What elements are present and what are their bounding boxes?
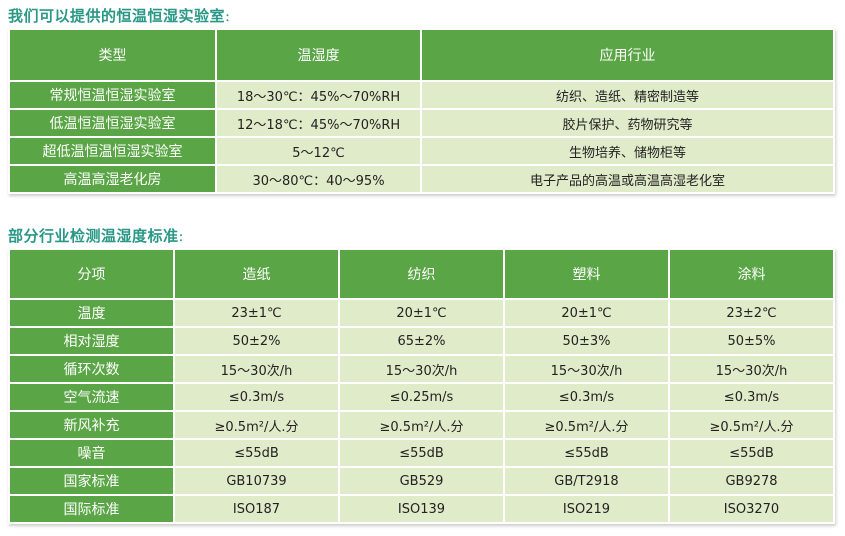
column-header: 分项 — [8, 248, 175, 300]
table-row: 空气流速 ≤0.3m/s ≤0.25m/s ≤0.3m/s ≤0.3m/s — [8, 382, 835, 412]
table-cell: GB/T2918 — [503, 466, 670, 496]
table-cell: 15～30次/h — [338, 354, 505, 384]
title-colon: ： — [225, 13, 236, 24]
table-cell: 15～30次/h — [668, 354, 835, 384]
table-cell: ≤0.3m/s — [173, 382, 340, 412]
table-cell: ≥0.5m²/人.分 — [173, 410, 340, 440]
table-row: 温度 23±1℃ 20±1℃ 20±1℃ 23±2℃ — [8, 298, 835, 328]
table-cell: 20±1℃ — [503, 298, 670, 328]
table-cell: ≤0.3m/s — [668, 382, 835, 412]
table-cell: ≤55dB — [503, 438, 670, 468]
row-label: 高温高湿老化房 — [8, 164, 217, 194]
table-cell: 18～30℃：45%～70%RH — [215, 80, 422, 110]
table-cell: GB9278 — [668, 466, 835, 496]
column-header: 纺织 — [338, 248, 505, 300]
table-cell: 生物培养、储物柜等 — [420, 136, 835, 166]
table-cell: GB529 — [338, 466, 505, 496]
table-row: 超低温恒温恒湿实验室 5～12℃ 生物培养、储物柜等 — [8, 136, 835, 166]
title-colon: ： — [178, 233, 190, 244]
table-row: 常规恒温恒湿实验室 18～30℃：45%～70%RH 纺织、造纸、精密制造等 — [8, 80, 835, 110]
table-cell: ≤55dB — [668, 438, 835, 468]
column-header: 温湿度 — [215, 28, 422, 82]
table-row: 新风补充 ≥0.5m²/人.分 ≥0.5m²/人.分 ≥0.5m²/人.分 ≥0.5m²… — [8, 410, 835, 440]
table-cell: 电子产品的高温或高温高湿老化室 — [420, 164, 835, 194]
row-label: 相对湿度 — [8, 326, 175, 356]
table-cell: 50±3% — [503, 326, 670, 356]
row-label: 温度 — [8, 298, 175, 328]
table-cell: ≤55dB — [338, 438, 505, 468]
table-cell: ≥0.5m²/人.分 — [338, 410, 505, 440]
table-row: 国际标准 ISO187 ISO139 ISO219 ISO3270 — [8, 494, 835, 524]
column-header: 应用行业 — [420, 28, 835, 82]
table-cell: 30～80℃：40～95% — [215, 164, 422, 194]
table-row: 循环次数 15～30次/h 15～30次/h 15～30次/h 15～30次/h — [8, 354, 835, 384]
table-cell: ≤0.3m/s — [503, 382, 670, 412]
column-header: 造纸 — [173, 248, 340, 300]
row-label: 国际标准 — [8, 494, 175, 524]
table-row: 相对湿度 50±2% 65±2% 50±3% 50±5% — [8, 326, 835, 356]
row-label: 噪音 — [8, 438, 175, 468]
column-header: 塑料 — [503, 248, 670, 300]
table-cell: ISO219 — [503, 494, 670, 524]
table-cell: 50±5% — [668, 326, 835, 356]
table-cell: 胶片保护、药物研究等 — [420, 108, 835, 138]
row-label: 空气流速 — [8, 382, 175, 412]
table-cell: 5～12℃ — [215, 136, 422, 166]
table-cell: 23±2℃ — [668, 298, 835, 328]
section-title-standards: 部分行业检测温湿度标准： — [8, 225, 189, 246]
lab-types-table: 类型 温湿度 应用行业 常规恒温恒湿实验室 18～30℃：45%～70%RH 纺织、造纸、… — [8, 28, 835, 194]
industry-standards-table: 分项 造纸 纺织 塑料 涂料 温度 23±1℃ 20±1℃ 20±1℃ 23±2℃ 相对湿度 50±2… — [8, 248, 835, 524]
table-cell: ≤55dB — [173, 438, 340, 468]
table-cell: 65±2% — [338, 326, 505, 356]
table-cell: 12～18℃：45%～70%RH — [215, 108, 422, 138]
table-cell: 15～30次/h — [173, 354, 340, 384]
table-cell: 纺织、造纸、精密制造等 — [420, 80, 835, 110]
table-cell: 15～30次/h — [503, 354, 670, 384]
table-cell: 50±2% — [173, 326, 340, 356]
column-header: 类型 — [8, 28, 217, 82]
table-row: 噪音 ≤55dB ≤55dB ≤55dB ≤55dB — [8, 438, 835, 468]
table-cell: ≥0.5m²/人.分 — [503, 410, 670, 440]
row-label: 超低温恒温恒湿实验室 — [8, 136, 217, 166]
title-text: 我们可以提供的恒温恒湿实验室 — [8, 7, 226, 25]
table-row: 低温恒温恒湿实验室 12～18℃：45%～70%RH 胶片保护、药物研究等 — [8, 108, 835, 138]
row-label: 新风补充 — [8, 410, 175, 440]
row-label: 低温恒温恒湿实验室 — [8, 108, 217, 138]
row-label: 循环次数 — [8, 354, 175, 384]
row-label: 常规恒温恒湿实验室 — [8, 80, 217, 110]
table-cell: 20±1℃ — [338, 298, 505, 328]
row-label: 国家标准 — [8, 466, 175, 496]
table-cell: ≥0.5m²/人.分 — [668, 410, 835, 440]
table-cell: ISO139 — [338, 494, 505, 524]
table-row: 国家标准 GB10739 GB529 GB/T2918 GB9278 — [8, 466, 835, 496]
section-title-labs: 我们可以提供的恒温恒湿实验室： — [8, 5, 236, 26]
column-header: 涂料 — [668, 248, 835, 300]
table-row: 高温高湿老化房 30～80℃：40～95% 电子产品的高温或高温高湿老化室 — [8, 164, 835, 194]
table-cell: ISO187 — [173, 494, 340, 524]
table-cell: GB10739 — [173, 466, 340, 496]
table-cell: ≤0.25m/s — [338, 382, 505, 412]
title-text: 部分行业检测温湿度标准 — [8, 227, 179, 245]
table-cell: 23±1℃ — [173, 298, 340, 328]
table-cell: ISO3270 — [668, 494, 835, 524]
